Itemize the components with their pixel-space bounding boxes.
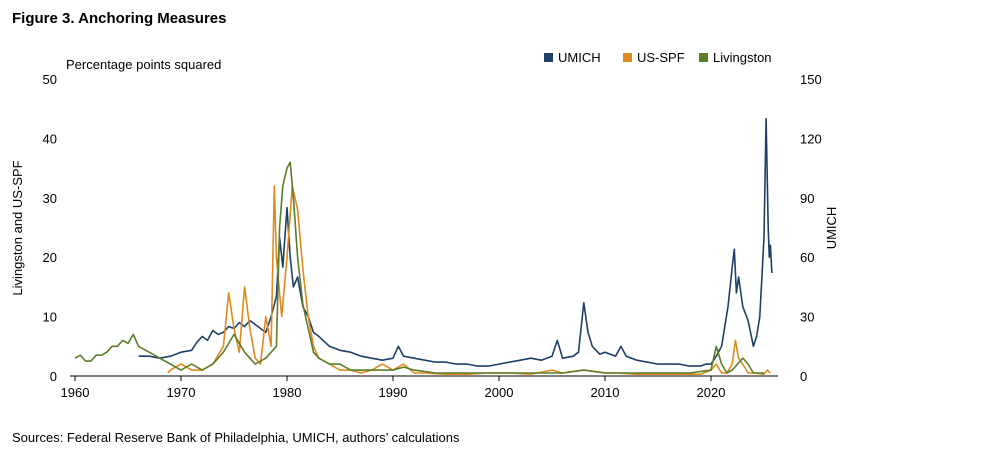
y-left-tick-label: 0 (50, 369, 57, 384)
figure-title: Figure 3. Anchoring Measures (12, 10, 227, 27)
x-tick-label: 1970 (167, 385, 196, 400)
legend-swatch (623, 53, 632, 62)
y-left-tick-label: 10 (43, 310, 57, 325)
x-tick-label: 1960 (61, 385, 90, 400)
y-right-tick-label: 0 (800, 369, 807, 384)
y-right-tick-label: 120 (800, 131, 822, 146)
series-line-us-spf (167, 185, 771, 376)
y-left-tick-label: 50 (43, 72, 57, 87)
legend-label: Livingston (713, 50, 772, 65)
series-line-umich (138, 117, 773, 367)
y-left-tick-label: 20 (43, 250, 57, 265)
legend-swatch (544, 53, 553, 62)
axes: 1960 1970 1980 1990 2000 2010 2020 0 10 20 30 40 50 0… (43, 72, 822, 400)
source-note: Sources: Federal Reserve Bank of Philade… (12, 430, 460, 445)
series-line-livingston (74, 161, 764, 374)
x-tick-label: 2000 (485, 385, 514, 400)
y-left-tick-label: 40 (43, 131, 57, 146)
legend-swatch (699, 53, 708, 62)
legend: UMICH US-SPF Livingston (544, 50, 772, 65)
x-tick-label: 2020 (697, 385, 726, 400)
y-right-tick-label: 90 (800, 191, 814, 206)
y-right-tick-label: 30 (800, 310, 814, 325)
x-tick-label: 1990 (379, 385, 408, 400)
y-axis-left-label: Livingston and US-SPF (10, 160, 25, 295)
y-right-tick-label: 150 (800, 72, 822, 87)
chart: 1960 1970 1980 1990 2000 2010 2020 0 10 20 30 40 50 0… (10, 50, 839, 400)
x-tick-label: 1980 (273, 385, 302, 400)
y-right-tick-label: 60 (800, 250, 814, 265)
legend-label: US-SPF (637, 50, 685, 65)
legend-label: UMICH (558, 50, 601, 65)
y-axis-right-label: UMICH (824, 207, 839, 250)
units-label: Percentage points squared (66, 57, 221, 72)
y-left-tick-label: 30 (43, 191, 57, 206)
plot-area (74, 117, 773, 376)
x-tick-label: 2010 (591, 385, 620, 400)
